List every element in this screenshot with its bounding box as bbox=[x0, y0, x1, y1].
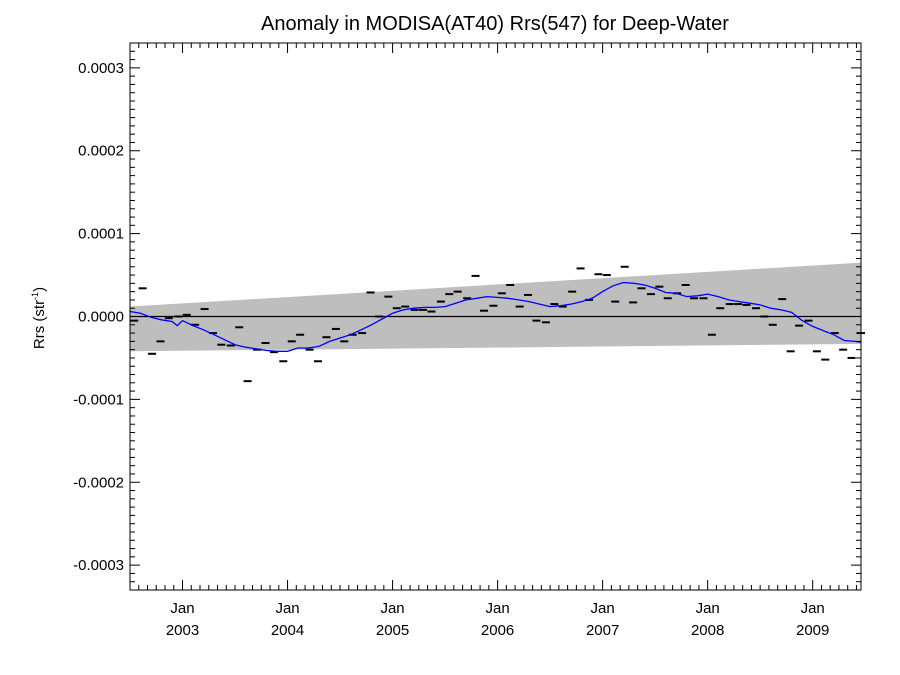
plot-area bbox=[129, 42, 865, 591]
y-axis-label: Rrs (str-1) bbox=[30, 287, 48, 349]
y-tick-label: 0.0001 bbox=[78, 226, 124, 243]
x-tick-label-year: 2008 bbox=[691, 622, 724, 639]
x-tick-label-month: Jan bbox=[170, 600, 194, 617]
chart-title: Anomaly in MODISA(AT40) Rrs(547) for Dee… bbox=[261, 13, 729, 35]
y-axis-label-unit-exponent: -1 bbox=[30, 292, 40, 300]
x-tick-label-year: 2003 bbox=[166, 622, 199, 639]
smoothed-series-line bbox=[129, 281, 862, 352]
y-tick-label: -0.0002 bbox=[73, 474, 124, 491]
x-tick-label-year: 2006 bbox=[481, 622, 514, 639]
y-tick-label: -0.0001 bbox=[73, 391, 124, 408]
y-tick-label: 0.0000 bbox=[78, 309, 124, 326]
y-tick-label: 0.0002 bbox=[78, 143, 124, 160]
y-axis: 0.0003 0.0002 0.0001 0.0000 -0.0001 -0.0002 -0… bbox=[73, 42, 861, 591]
y-tick-label: -0.0003 bbox=[73, 557, 124, 574]
x-tick-label-year: 2004 bbox=[271, 622, 304, 639]
x-tick-label-month: Jan bbox=[486, 600, 510, 617]
y-tick-label: 0.0003 bbox=[78, 60, 124, 77]
x-tick-label-month: Jan bbox=[801, 600, 825, 617]
x-tick-label-year: 2009 bbox=[796, 622, 829, 639]
x-tick-label-month: Jan bbox=[591, 600, 615, 617]
x-axis: Jan 2003 Jan 2004 Jan 2005 Jan 2006 Jan 2007 Jan 20… bbox=[129, 43, 857, 639]
x-tick-label-year: 2007 bbox=[586, 622, 619, 639]
x-tick-label-month: Jan bbox=[275, 600, 299, 617]
x-tick-label-year: 2005 bbox=[376, 622, 409, 639]
x-tick-label-month: Jan bbox=[696, 600, 720, 617]
x-tick-label-month: Jan bbox=[380, 600, 404, 617]
confidence-band bbox=[130, 262, 861, 352]
y-axis-label-main: Rrs (str bbox=[31, 300, 48, 349]
y-axis-label-close: ) bbox=[31, 287, 48, 292]
